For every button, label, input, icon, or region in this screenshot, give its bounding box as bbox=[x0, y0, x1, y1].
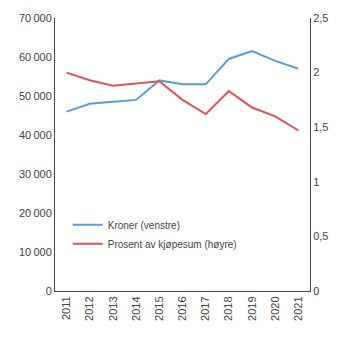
svg-text:2016: 2016 bbox=[176, 296, 188, 320]
svg-text:50 000: 50 000 bbox=[19, 90, 52, 102]
svg-text:40 000: 40 000 bbox=[19, 129, 52, 141]
svg-text:Prosent av kjøpesum (høyre): Prosent av kjøpesum (høyre) bbox=[108, 239, 237, 250]
svg-text:1: 1 bbox=[313, 176, 319, 188]
svg-text:2: 2 bbox=[313, 66, 319, 78]
svg-text:70 000: 70 000 bbox=[19, 12, 52, 24]
svg-text:2012: 2012 bbox=[83, 296, 95, 320]
svg-text:30 000: 30 000 bbox=[19, 168, 52, 180]
svg-text:60 000: 60 000 bbox=[19, 51, 52, 63]
svg-text:0: 0 bbox=[46, 285, 52, 297]
svg-text:Kroner (venstre): Kroner (venstre) bbox=[108, 220, 180, 231]
svg-text:2019: 2019 bbox=[246, 296, 258, 320]
svg-text:2020: 2020 bbox=[269, 296, 281, 320]
svg-text:2013: 2013 bbox=[107, 296, 119, 320]
svg-text:2018: 2018 bbox=[222, 296, 234, 320]
svg-text:1,5: 1,5 bbox=[313, 121, 328, 133]
svg-text:20 000: 20 000 bbox=[19, 207, 52, 219]
svg-text:10 000: 10 000 bbox=[19, 246, 52, 258]
svg-text:2,5: 2,5 bbox=[313, 12, 328, 24]
svg-text:2017: 2017 bbox=[199, 296, 211, 320]
svg-text:2015: 2015 bbox=[153, 296, 165, 320]
svg-text:2014: 2014 bbox=[130, 296, 142, 320]
svg-text:2021: 2021 bbox=[292, 296, 304, 320]
svg-text:0: 0 bbox=[313, 285, 319, 297]
svg-text:0,5: 0,5 bbox=[313, 230, 328, 242]
svg-text:2011: 2011 bbox=[60, 296, 72, 320]
